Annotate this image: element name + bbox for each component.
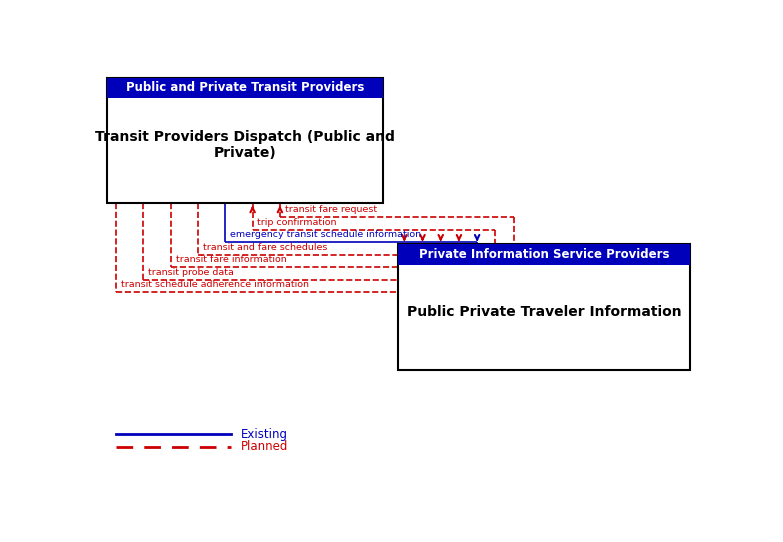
Text: transit probe data: transit probe data: [148, 268, 234, 276]
Bar: [399, 244, 690, 264]
Text: transit fare request: transit fare request: [285, 205, 377, 214]
Text: trip confirmation: trip confirmation: [258, 217, 337, 227]
Text: Public and Private Transit Providers: Public and Private Transit Providers: [126, 81, 364, 94]
Bar: [399, 244, 690, 370]
Text: transit and fare schedules: transit and fare schedules: [203, 243, 327, 251]
Text: Planned: Planned: [240, 441, 288, 454]
Text: Private Information Service Providers: Private Information Service Providers: [419, 248, 669, 261]
Bar: [107, 78, 383, 98]
Text: Public Private Traveler Information: Public Private Traveler Information: [406, 305, 681, 319]
Text: transit schedule adherence information: transit schedule adherence information: [121, 280, 309, 289]
Text: Existing: Existing: [240, 428, 287, 441]
Text: Transit Providers Dispatch (Public and
Private): Transit Providers Dispatch (Public and P…: [95, 130, 395, 160]
Text: transit fare information: transit fare information: [175, 255, 287, 264]
Text: emergency transit schedule information: emergency transit schedule information: [230, 230, 421, 239]
Bar: [107, 78, 383, 203]
